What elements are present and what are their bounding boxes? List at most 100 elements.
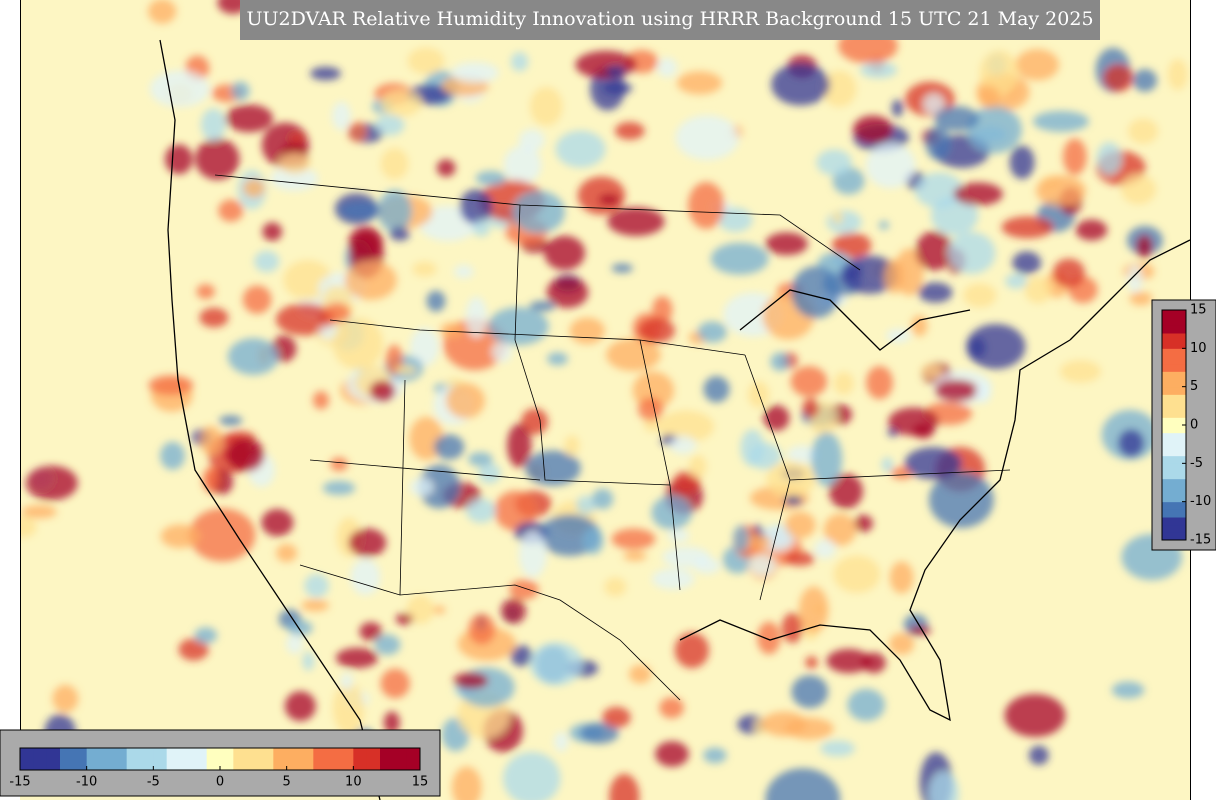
field-blob: [348, 528, 387, 558]
field-blob: [494, 490, 537, 531]
colorbar-segment: [100, 748, 114, 770]
field-blob: [947, 232, 996, 274]
field-blob: [629, 664, 652, 684]
field-blob: [749, 554, 777, 577]
field-blob: [339, 201, 386, 220]
field-blob: [304, 573, 329, 598]
field-blob: [451, 62, 499, 84]
field-blob: [820, 740, 855, 757]
field-blob: [784, 551, 815, 566]
field-blob: [1024, 276, 1053, 304]
colorbar-segment: [60, 748, 74, 770]
field-blob: [25, 465, 78, 501]
colorbars: -15 -10 -5 0 5 10 15 15 10 5 0 -5 -10 -15: [9, 303, 1211, 790]
field-blob: [500, 598, 526, 624]
field-blob: [979, 50, 1019, 97]
field-blob: [1009, 145, 1035, 179]
field-blob: [1004, 693, 1066, 738]
field-blob: [651, 495, 692, 530]
colorbar-segment: [1162, 532, 1186, 541]
colorbar-segment: [113, 748, 128, 770]
title: UU2DVAR Relative Humidity Innovation usi…: [246, 8, 1093, 30]
field-blob: [218, 199, 244, 222]
field-blob: [200, 108, 226, 141]
colorbar-segment: [1162, 356, 1186, 365]
field-blob: [160, 441, 185, 470]
field-blob: [575, 495, 597, 515]
field-blob: [407, 47, 445, 75]
colorbar-segment: [1162, 425, 1186, 434]
field-blob: [915, 231, 954, 271]
field-blob: [833, 371, 854, 395]
field-blob: [884, 259, 905, 294]
colorbar-segment: [1162, 486, 1186, 495]
field-blob: [148, 0, 177, 24]
field-blob: [651, 568, 695, 590]
field-blob: [270, 166, 319, 191]
field-blob: [925, 126, 951, 160]
field-blob: [689, 455, 707, 478]
field-blob: [697, 321, 728, 343]
colorbar-segment: [380, 748, 394, 770]
field-blob: [606, 338, 661, 372]
colorbar-segment: [1162, 471, 1186, 480]
colorbar-segment: [273, 748, 288, 770]
field-blob: [673, 471, 701, 494]
field-blob: [1167, 58, 1188, 91]
field-blob: [1028, 745, 1049, 766]
canada-border: [214, 174, 861, 271]
field-blob: [1001, 216, 1054, 239]
field-blob: [888, 407, 939, 436]
field-blob: [826, 210, 862, 234]
field-blob: [582, 527, 604, 555]
colorbar-segment: [1162, 348, 1186, 357]
field-blob: [805, 656, 818, 669]
field-blob: [748, 381, 770, 408]
field-blob: [614, 122, 645, 140]
field-blob: [662, 546, 711, 568]
colorbar-segment: [220, 748, 234, 770]
field-blob: [765, 768, 841, 800]
field-blob: [710, 242, 769, 275]
field-blob: [1005, 273, 1028, 289]
field-blob: [657, 57, 678, 78]
field-blob: [766, 460, 816, 498]
field-blob: [374, 634, 401, 656]
colorbar-segment: [20, 748, 34, 770]
colorbar-tick-label: 5: [283, 775, 291, 790]
field-blob: [935, 379, 979, 402]
field-blob: [383, 711, 400, 734]
field-blob: [507, 423, 532, 468]
field-blob: [761, 711, 807, 737]
colorbar-segment: [1162, 432, 1186, 441]
colorbar-segment: [1162, 440, 1186, 449]
field-blob: [312, 391, 330, 410]
field-blob: [577, 176, 626, 215]
field-blob: [189, 508, 256, 562]
field-blob: [377, 189, 412, 233]
field-blob: [1136, 234, 1153, 259]
field-blob: [332, 318, 384, 370]
field-blob: [862, 652, 886, 674]
field-blob: [286, 633, 304, 655]
field-blob: [518, 531, 547, 578]
field-blob: [1120, 174, 1157, 205]
field-blob: [467, 452, 493, 467]
colorbar-segment: [206, 748, 221, 770]
field-blob: [757, 621, 781, 655]
field-blob: [783, 495, 803, 506]
field-blob: [611, 528, 656, 550]
field-blob: [1012, 251, 1042, 275]
field-blob: [1129, 291, 1153, 306]
great-lakes: [739, 289, 971, 351]
field-blob: [833, 555, 881, 593]
field-blob: [878, 220, 889, 230]
field-blob: [231, 81, 250, 101]
colorbar-segment: [180, 748, 194, 770]
field-blob: [786, 445, 819, 464]
field-blob: [1096, 142, 1122, 175]
field-blob: [1132, 69, 1158, 92]
field-blob: [802, 397, 820, 418]
field-blob: [1035, 175, 1086, 207]
